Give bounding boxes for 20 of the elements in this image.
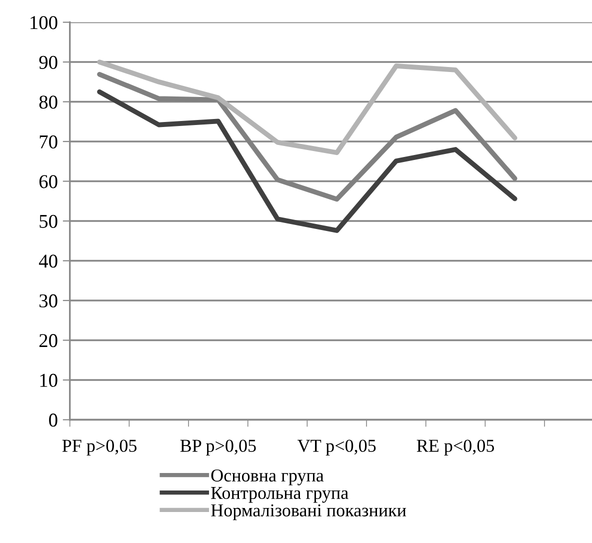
line-series: [97, 60, 518, 156]
y-tick-label: 40: [38, 254, 58, 268]
y-tick-label: 20: [39, 334, 58, 348]
x-tick-label: PF p>0,05: [62, 440, 137, 456]
y-tick-label: 70: [40, 135, 58, 148]
x-tick-label: BP p>0,05: [180, 440, 256, 456]
x-tick-label: VT p<0,05: [298, 440, 376, 456]
legend-label: Нормалізовані показники: [211, 504, 406, 520]
y-tick-label: 60: [39, 175, 58, 188]
y-tick-label: 10: [40, 374, 58, 387]
y-tick-label: 90: [39, 56, 58, 69]
y-tick-label: 80: [39, 96, 58, 109]
x-tick-label: RE p<0,05: [416, 440, 494, 456]
line-series: [97, 89, 518, 233]
y-tick-label: 100: [30, 16, 58, 30]
y-tick-label: 50: [40, 214, 58, 228]
legend-label: Основна група: [211, 469, 324, 486]
y-tick-label: 30: [40, 294, 58, 308]
y-tick-label: 0: [49, 414, 58, 427]
legend-label: Контрольна група: [211, 487, 348, 503]
